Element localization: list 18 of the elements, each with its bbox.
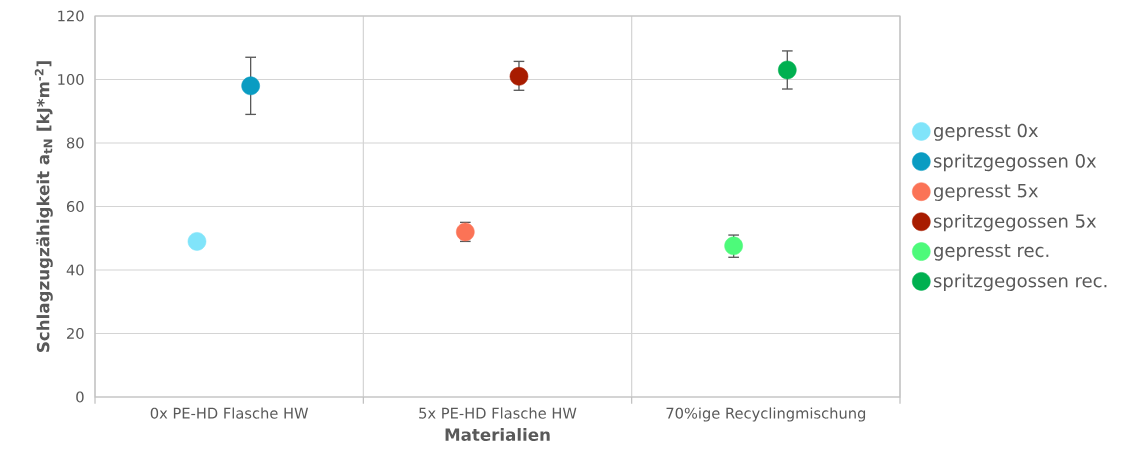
y-tick-label: 20 (67, 327, 84, 340)
y-axis-title: Schlagzugzähigkeit a$_{tN}$ [kJ*m$^{-2}$] (34, 61, 53, 352)
legend-label: gepresst 0x (933, 123, 1038, 141)
y-tick-label: 80 (66, 137, 84, 149)
x-tick-label: 0x PE-HD Flasche HW (150, 407, 309, 419)
y-tick-label: 100 (58, 73, 84, 86)
legend-label: spritzgegossen 0x (933, 153, 1097, 172)
x-tick-label: 5x PE-HD Flasche HW (419, 407, 577, 419)
y-tick-label: 0 (76, 391, 84, 403)
y-tick-label: 60 (66, 200, 84, 213)
legend-label: spritzgegossen rec. (933, 273, 1107, 291)
y-tick-label: 40 (66, 264, 84, 276)
x-tick-label: 70%ige Recyclingmischung (666, 407, 866, 422)
legend-label: spritzgegossen 5x (933, 213, 1097, 232)
x-axis-title: Materialien (445, 428, 550, 441)
legend-label: gepresst rec. (933, 244, 1049, 261)
legend-label: gepresst 5x (933, 184, 1038, 201)
y-tick-label: 120 (58, 10, 84, 22)
